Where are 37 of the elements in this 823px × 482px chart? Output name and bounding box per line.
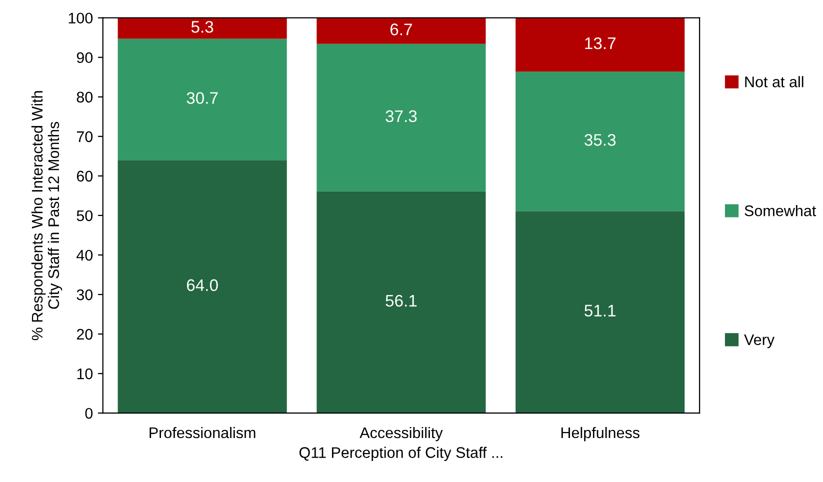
- data-label: 13.7: [585, 37, 616, 50]
- bar: [316, 191, 486, 414]
- x-tick-label: Helpfulness: [561, 426, 640, 442]
- bar: [516, 211, 685, 414]
- bar: [118, 38, 287, 160]
- x-tick-label: Accessibility: [360, 426, 443, 442]
- y-tick-label: 60: [76, 170, 93, 182]
- legend-label: Very: [744, 334, 775, 348]
- y-tick-label: 100: [68, 12, 93, 24]
- bar: [118, 18, 287, 39]
- data-label: 56.1: [386, 294, 417, 307]
- data-label: 37.3: [386, 110, 417, 122]
- data-label: 6.7: [390, 24, 412, 36]
- data-label: 35.3: [584, 134, 616, 146]
- x-axis-title: Q11 Perception of City Staff ...: [299, 446, 502, 461]
- bar: [516, 72, 685, 212]
- y-tick-label: 20: [76, 328, 93, 340]
- data-label: 51.1: [584, 304, 616, 317]
- bar: [516, 18, 685, 72]
- y-tick-label: 50: [76, 210, 93, 222]
- bar: [316, 18, 486, 44]
- legend-label: Somewhat: [744, 205, 816, 216]
- y-tick-label: 70: [76, 131, 93, 142]
- data-label: 30.7: [186, 92, 218, 104]
- bar: [316, 44, 486, 192]
- bar: [118, 160, 287, 414]
- data-label: 5.3: [191, 20, 214, 33]
- legend-label: Not at all: [745, 76, 804, 88]
- y-axis-title: % Respondents Who Interacted With City Staff in Past 12 Months: [31, 91, 62, 340]
- y-tick-label: 40: [76, 250, 93, 261]
- y-tick-label: 90: [76, 52, 93, 64]
- y-tick-label: 10: [77, 368, 93, 380]
- y-tick-label: 0: [85, 408, 93, 419]
- x-tick-label: Professionalism: [150, 426, 256, 438]
- data-label: 64.0: [186, 279, 218, 292]
- y-tick-label: 80: [76, 92, 93, 103]
- y-tick-label: 30: [76, 289, 93, 300]
